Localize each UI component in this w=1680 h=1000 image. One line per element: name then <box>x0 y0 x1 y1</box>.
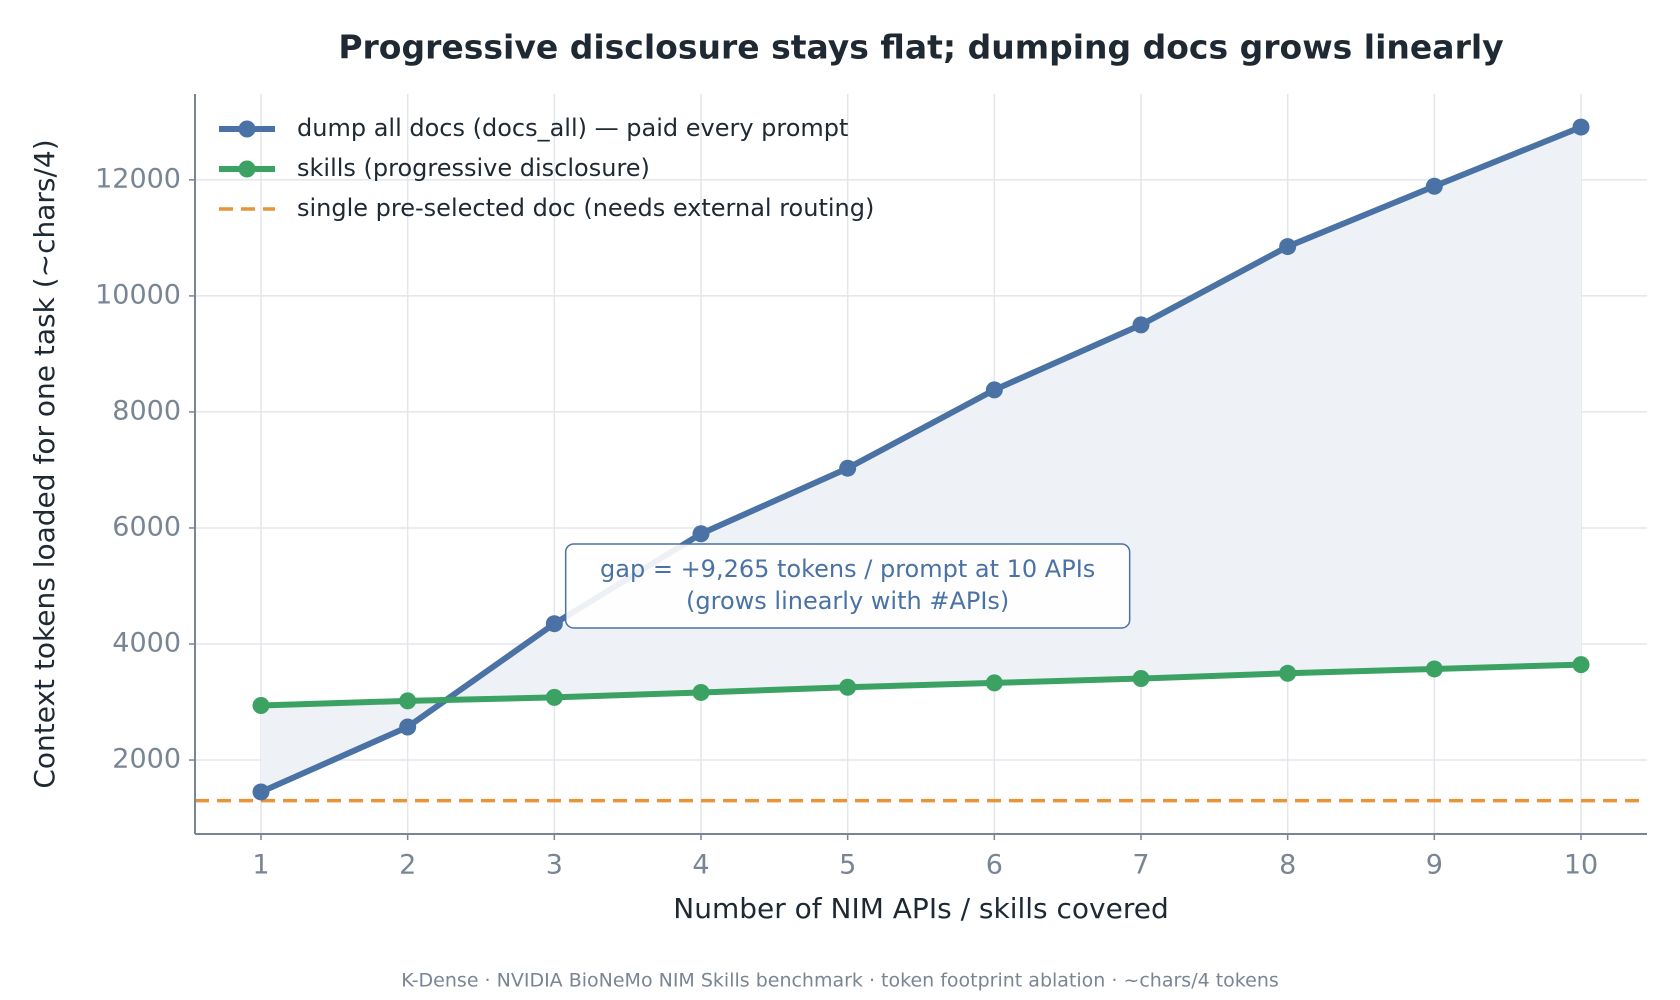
data-point <box>1425 660 1443 678</box>
chart-title: Progressive disclosure stays flat; dumpi… <box>338 28 1503 67</box>
x-tick-label: 4 <box>692 850 709 881</box>
legend-swatch <box>238 160 256 178</box>
series-line <box>260 661 1582 709</box>
x-tick-label: 6 <box>986 850 1003 881</box>
x-tick-label: 8 <box>1279 850 1296 881</box>
annotation-box <box>564 543 1131 629</box>
data-point <box>252 783 270 801</box>
y-tick-label: 6000 <box>112 511 181 542</box>
series-line <box>259 124 1583 795</box>
legend-label: skills (progressive disclosure) <box>297 154 650 182</box>
x-tick-label: 9 <box>1426 850 1443 881</box>
y-tick-label: 12000 <box>95 163 181 194</box>
footer: K-Dense · NVIDIA BioNeMo NIM Skills benc… <box>401 970 1279 992</box>
data-point <box>985 674 1003 692</box>
data-point <box>1572 656 1590 674</box>
legend-swatch <box>238 120 256 138</box>
data-point <box>839 459 857 477</box>
data-point <box>545 615 563 633</box>
y-tick-label: 2000 <box>112 744 181 775</box>
x-tick-label: 1 <box>252 850 269 881</box>
legend-label: single pre-selected doc (needs external … <box>297 194 874 222</box>
data-point <box>692 525 710 543</box>
x-tick-label: 5 <box>839 850 856 881</box>
data-point <box>399 692 417 710</box>
x-tick-label: 3 <box>546 850 563 881</box>
y-tick-label: 8000 <box>112 395 181 426</box>
data-point <box>839 678 857 696</box>
y-axis-label: Context tokens loaded for one task (~cha… <box>28 139 61 788</box>
x-tick-label: 7 <box>1132 850 1149 881</box>
data-point <box>1425 177 1443 195</box>
y-tick-label: 10000 <box>95 279 181 310</box>
data-point <box>1132 316 1150 334</box>
data-point <box>692 683 710 701</box>
x-tick-label: 2 <box>399 850 416 881</box>
data-point <box>399 718 417 736</box>
annotation-text: gap = +9,265 tokens / prompt at 10 APIs <box>600 555 1095 583</box>
data-point <box>252 696 270 714</box>
data-point <box>1279 664 1297 682</box>
data-point <box>985 381 1003 399</box>
x-axis-label: Number of NIM APIs / skills covered <box>673 892 1169 925</box>
annotation-text: (grows linearly with #APIs) <box>686 587 1009 615</box>
data-point <box>1572 118 1590 136</box>
legend-label: dump all docs (docs_all) — paid every pr… <box>297 114 848 142</box>
y-tick-label: 4000 <box>112 627 181 658</box>
data-point <box>545 688 563 706</box>
data-point <box>1279 238 1297 256</box>
x-tick-label: 10 <box>1564 850 1598 881</box>
data-point <box>1132 670 1150 688</box>
